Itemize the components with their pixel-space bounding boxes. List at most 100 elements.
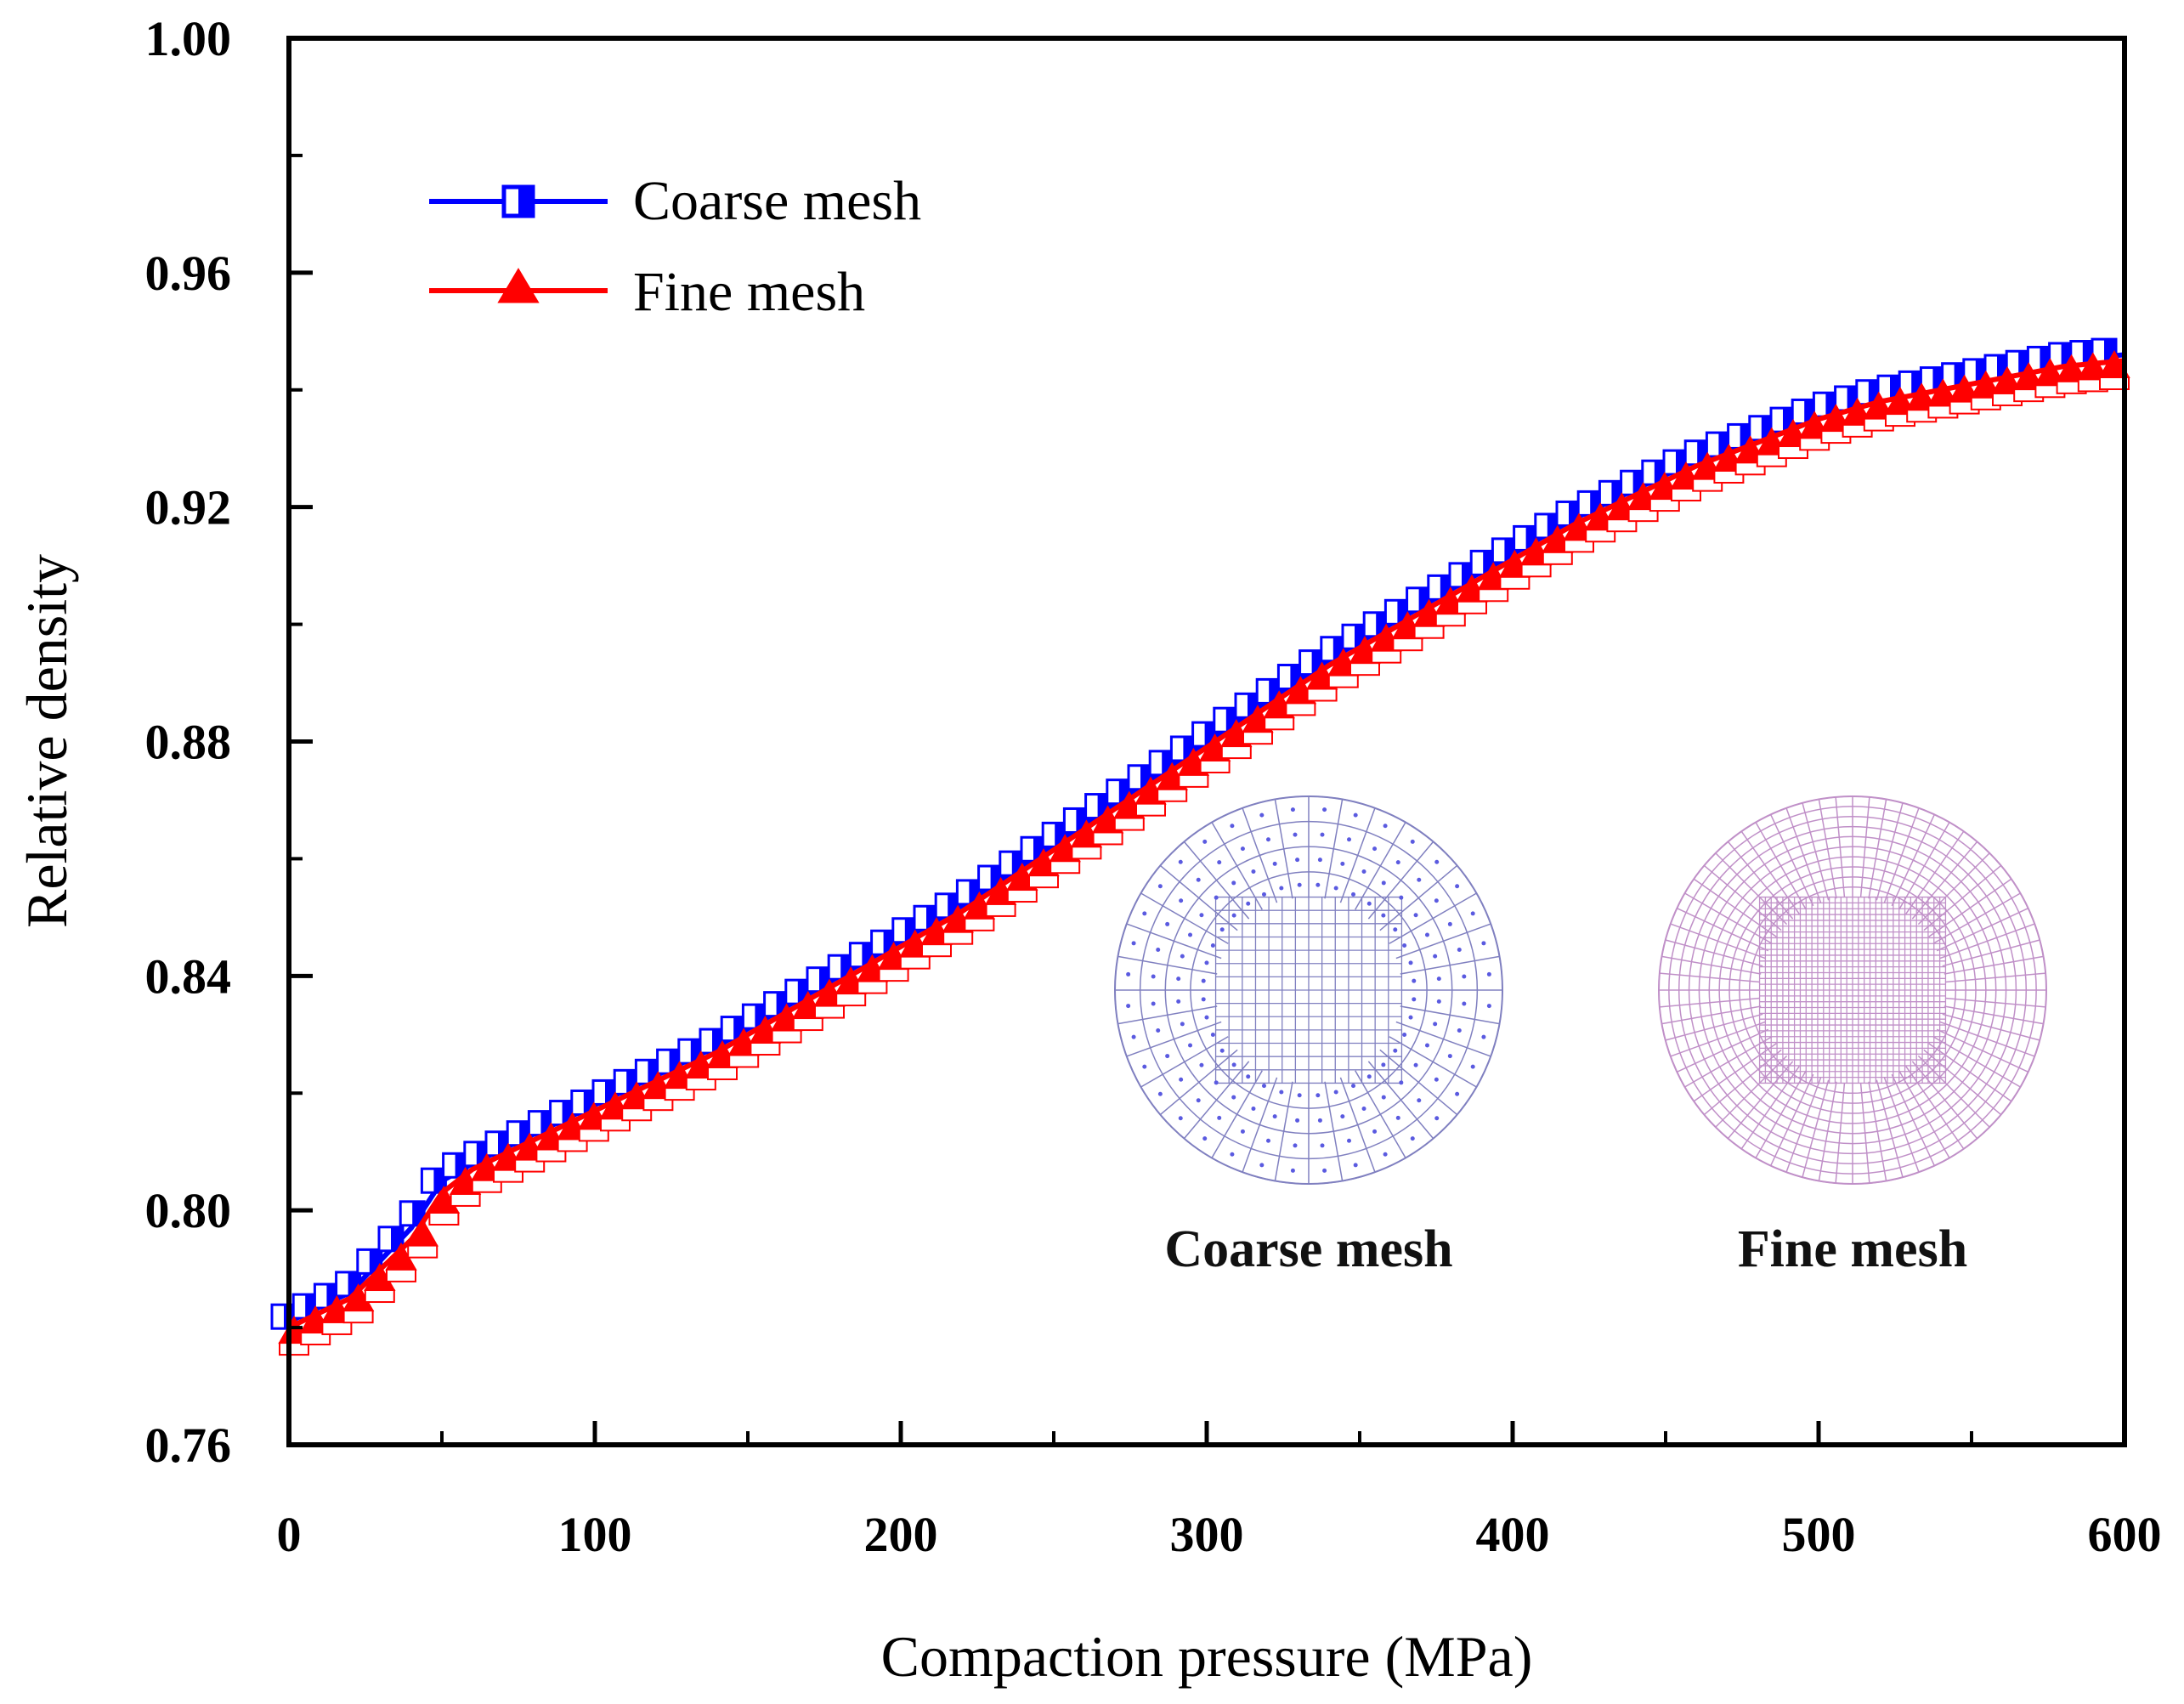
mesh-node [1217,860,1222,865]
mesh-spoke [1703,864,1782,931]
mesh-node [1214,1080,1219,1085]
mesh-node [1204,1015,1209,1020]
mesh-spoke [1159,1049,1238,1116]
fine-mesh-point-base [1071,846,1102,860]
fine-mesh-point-base [1564,539,1594,553]
fine-mesh-point-base [1542,551,1573,565]
mesh-spoke [1400,1005,1500,1025]
y-tick-label: 0.92 [145,480,232,535]
mesh-spoke [1661,955,1762,975]
mesh-spoke [1274,1081,1293,1181]
fine-mesh-point-base [814,1005,845,1019]
mesh-node [1447,1054,1452,1059]
mesh-node [1188,1043,1193,1048]
mesh-spoke [1939,1021,2035,1057]
fine-mesh-point-base [921,943,952,958]
mesh-node [1272,1114,1277,1119]
fine-mesh-point-base [878,968,909,982]
mesh-spoke [1665,939,1763,967]
mesh-spoke [1400,955,1500,975]
mesh-node [1395,860,1400,865]
mesh-spoke [1883,1077,1920,1173]
mesh-spoke [1769,814,1814,907]
mesh-node [1381,1095,1386,1100]
mesh-node [1293,1143,1298,1148]
fine-mesh-point-base [1457,600,1487,614]
inset-coarse-label: Coarse mesh [1164,1220,1452,1278]
mesh-node [1366,1074,1372,1079]
mesh-spoke [1727,1061,1794,1140]
mesh-spoke [1740,830,1800,914]
mesh-node [1202,1136,1208,1141]
mesh-node [1372,1129,1378,1134]
fine-mesh-point-base [514,1158,546,1173]
mesh-node [1417,877,1422,882]
mesh-node [1251,1106,1256,1111]
mesh-spoke [1769,1073,1814,1166]
mesh-spoke [1898,822,1950,910]
mesh-node [1402,943,1407,948]
mesh-node [1413,913,1418,918]
mesh-node [1433,1022,1438,1027]
fine-mesh-point-base [685,1077,716,1091]
mesh-spoke [1670,923,1766,960]
mesh-spoke [1242,807,1278,903]
mesh-node [1457,947,1462,952]
axis-ticks: 0 100 200 300 400 500 600 0.76 0.80 0.84 0.88 0.92 0… [145,11,2162,1562]
mesh-node [1340,1114,1345,1119]
mesh-node [1434,1116,1440,1121]
mesh-node [1178,1116,1183,1121]
mesh-spoke [1659,972,1761,983]
fine-mesh-point-base [493,1169,523,1183]
mesh-node [1151,974,1156,979]
mesh-node [1347,1138,1352,1143]
mesh-spoke [1395,1021,1491,1057]
mesh-spoke [1693,1043,1777,1102]
mesh-spoke [1355,822,1406,910]
mesh-node [1366,901,1372,906]
mesh-spoke [1715,852,1788,926]
fine-mesh-point-base [450,1192,481,1207]
fine-mesh-point-base [1327,674,1359,688]
mesh-spoke [1395,923,1491,960]
mesh-spoke [1802,1079,1830,1178]
x-tick-label: 100 [558,1507,632,1562]
mesh-node [1231,1095,1236,1100]
mesh-spoke [1944,972,2046,983]
fine-mesh-point-base [1028,875,1059,889]
mesh-node [1297,882,1302,887]
mesh-spoke [1923,864,2002,931]
mesh-spoke [1835,1082,1846,1184]
mesh-spoke [1936,907,2028,952]
mesh-spoke [1117,1005,1218,1025]
mesh-node [1214,895,1219,900]
fine-mesh-point-base [1478,588,1509,603]
mesh-spoke [1242,1077,1278,1173]
fine-mesh-point-base [1178,773,1209,788]
mesh-spoke [1677,1028,1769,1073]
mesh-node [1412,978,1417,983]
inset-fine-label: Fine mesh [1738,1220,1967,1278]
coarse-mesh-point-fill [412,1201,425,1226]
mesh-spoke [1389,1036,1477,1088]
mesh-node [1353,812,1358,818]
mesh-spoke [1183,1061,1250,1140]
mesh-spoke [1339,1077,1376,1173]
y-tick-label: 0.84 [145,948,232,1004]
mesh-node [1179,898,1184,903]
mesh-node [1210,943,1215,948]
series-line-fine [287,358,2125,1330]
mesh-node [1240,846,1245,852]
fine-mesh-point-base [1627,508,1659,523]
y-axis-title: Relative density [14,554,79,928]
mesh-node [1455,884,1460,889]
mesh-spoke [1389,892,1477,944]
mesh-node [1201,978,1206,983]
x-tick-label: 0 [277,1507,302,1562]
mesh-spoke [1677,907,1769,952]
mesh-node [1290,1168,1295,1173]
mesh-node [1381,880,1386,886]
mesh-node [1361,869,1366,875]
mesh-spoke [1859,796,1870,898]
